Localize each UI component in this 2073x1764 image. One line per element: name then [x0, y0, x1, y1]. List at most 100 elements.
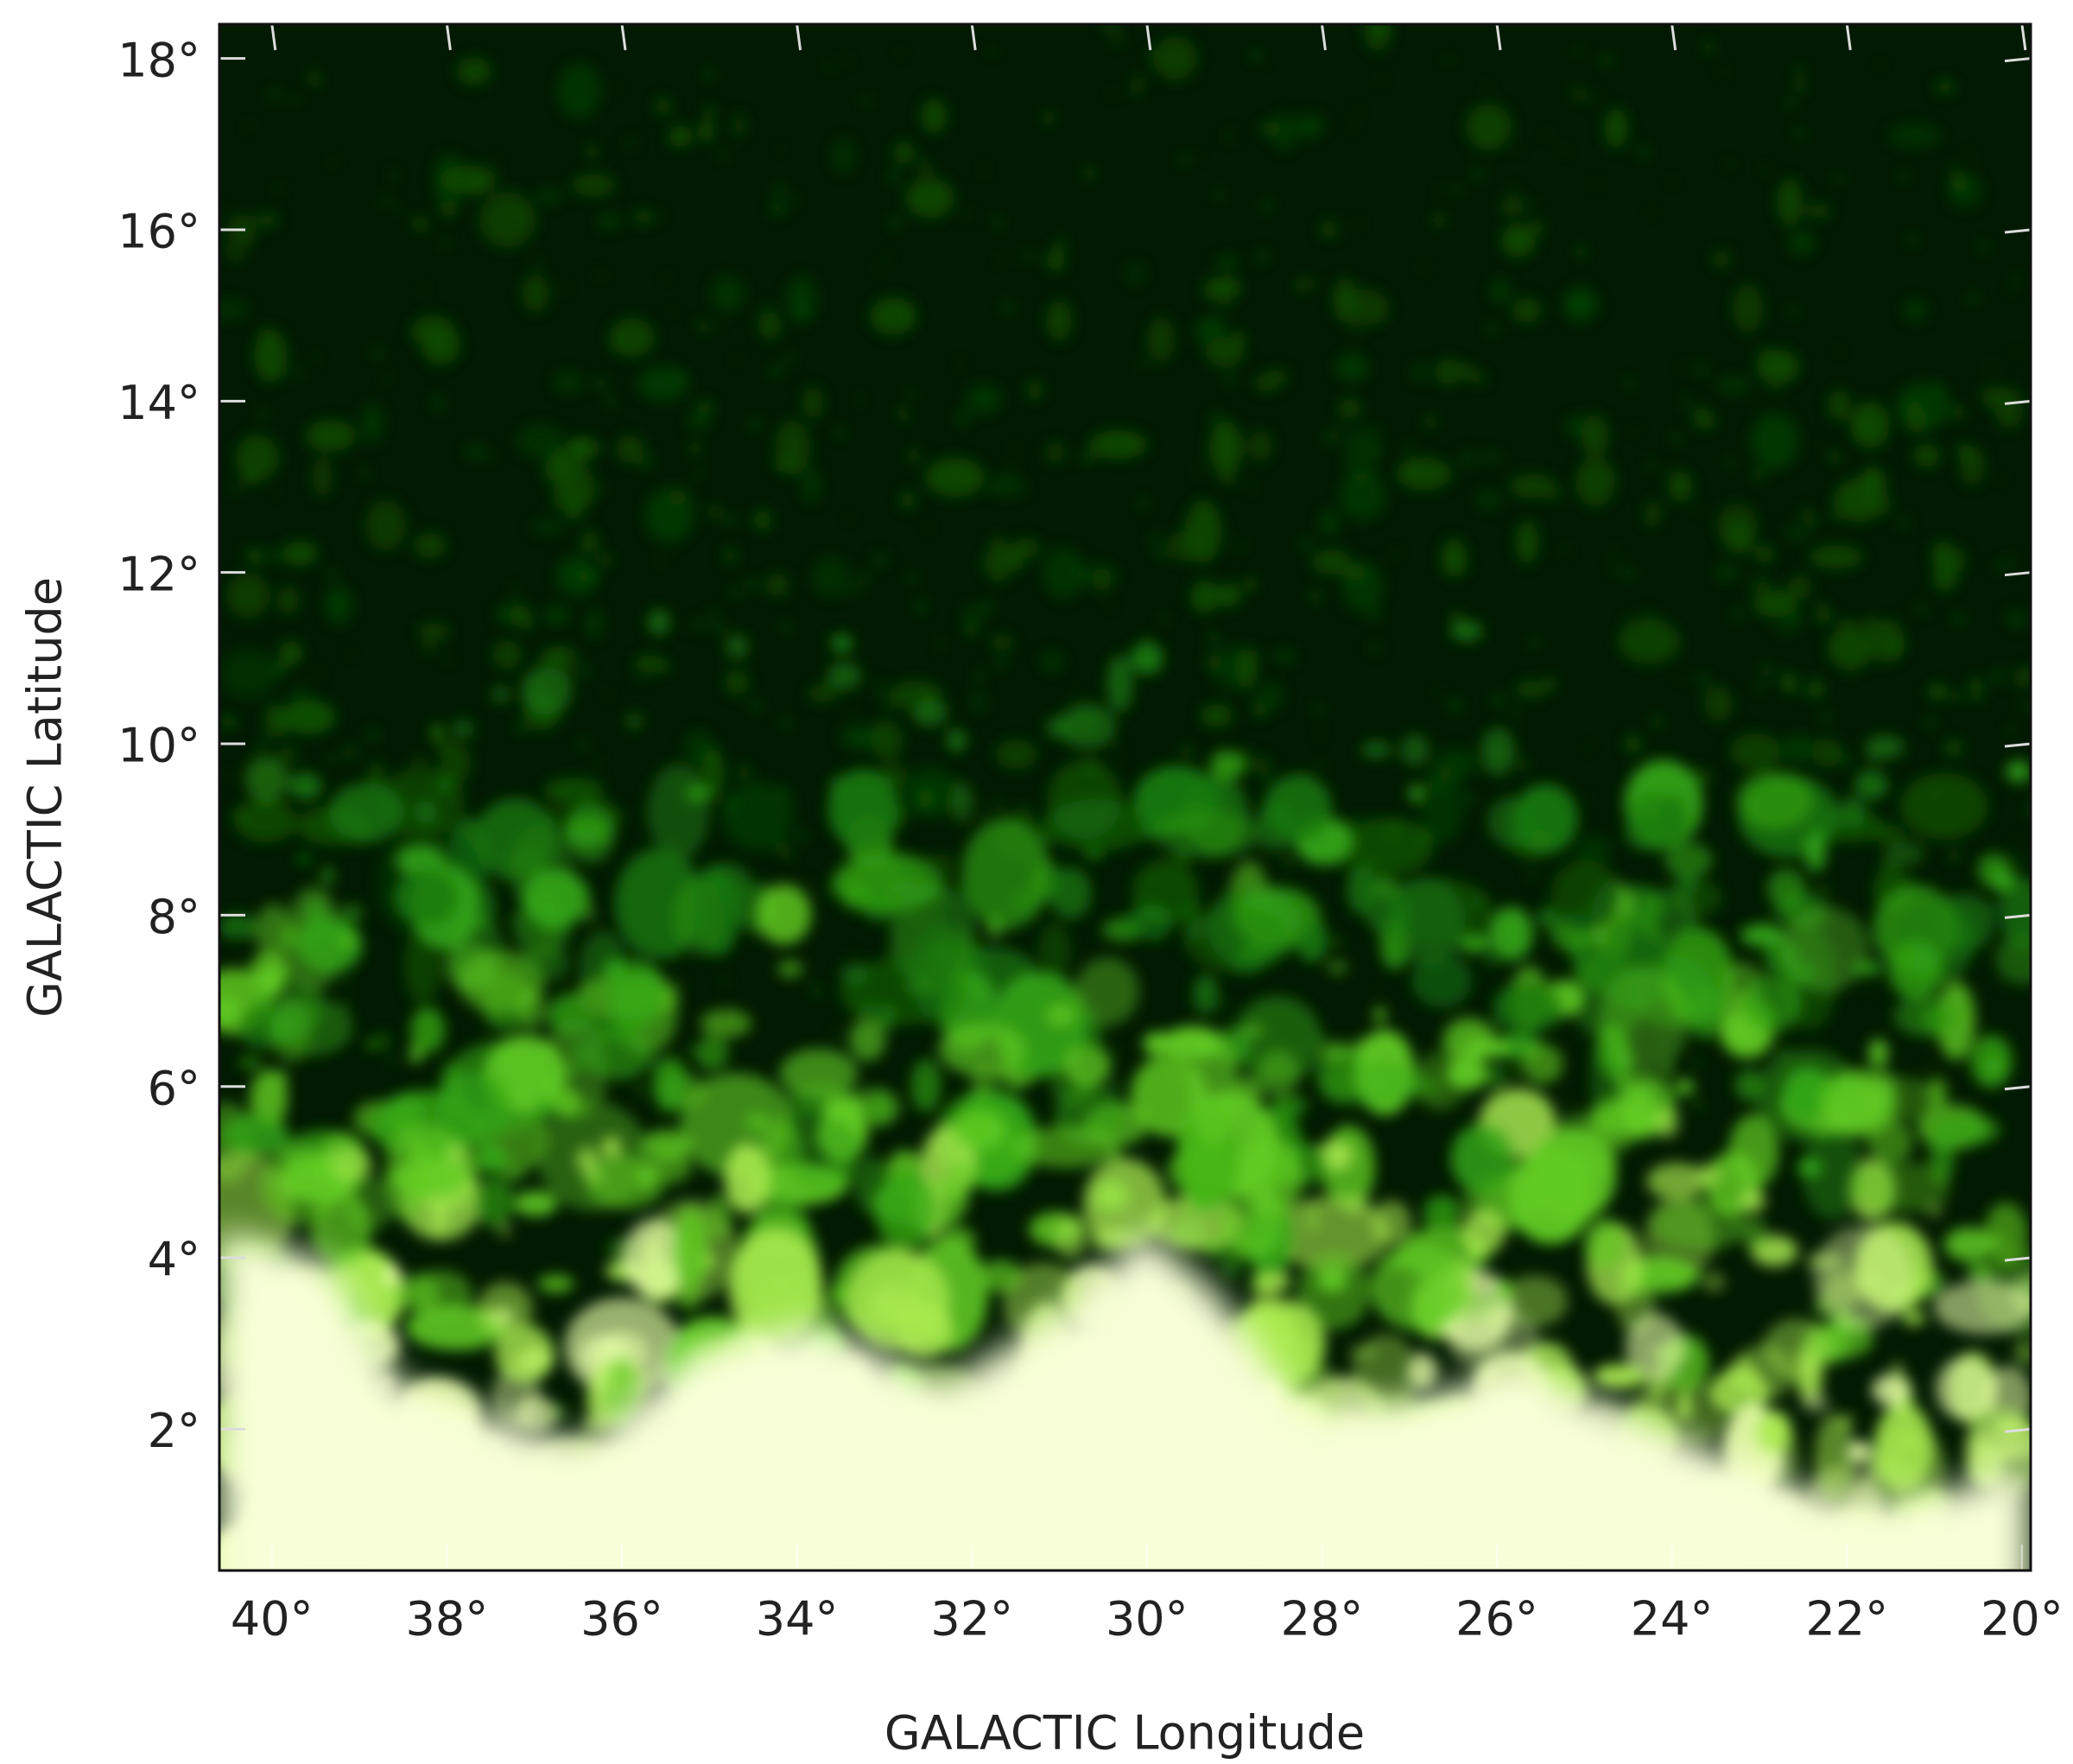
speckle	[1849, 672, 1854, 676]
emission-blob	[1703, 686, 1734, 721]
speckle	[1808, 518, 1816, 527]
emission-blob	[584, 1419, 594, 1432]
speckle	[317, 671, 323, 676]
emission-blob	[339, 936, 358, 948]
speckle	[734, 358, 740, 363]
speckle	[884, 701, 892, 709]
emission-blob	[1753, 590, 1797, 618]
emission-blob	[1854, 1162, 1950, 1213]
speckle	[1633, 428, 1639, 433]
speckle	[1196, 468, 1202, 474]
emission-blob	[1490, 278, 1511, 304]
emission-blob	[1975, 1443, 1985, 1450]
x-tick	[1320, 23, 1327, 51]
speckle	[1641, 894, 1651, 904]
speckle	[1187, 802, 1198, 812]
emission-blob	[410, 1006, 446, 1054]
emission-blob	[944, 1160, 974, 1199]
speckle	[597, 487, 604, 493]
emission-blob	[1320, 509, 1339, 536]
speckle	[1203, 984, 1212, 992]
speckle	[549, 1009, 555, 1015]
emission-blob	[990, 635, 1014, 650]
emission-blob	[1320, 1059, 1426, 1107]
speckle	[906, 945, 912, 951]
emission-blob	[288, 772, 322, 800]
emission-blob	[341, 904, 363, 922]
emission-blob	[1903, 299, 1928, 322]
speckle	[643, 810, 648, 816]
speckle	[705, 106, 715, 117]
speckle	[834, 1031, 840, 1037]
speckle	[250, 928, 257, 935]
emission-blob	[1315, 1034, 1326, 1045]
speckle	[1355, 108, 1360, 112]
x-tick	[1495, 23, 1502, 51]
emission-blob	[1296, 113, 1324, 138]
speckle	[1410, 463, 1416, 470]
speckle	[1989, 903, 1999, 912]
emission-blob	[1736, 771, 1813, 829]
speckle	[1371, 611, 1379, 620]
speckle	[1562, 149, 1568, 154]
emission-blob	[957, 409, 969, 427]
y-tick-label: 4°	[148, 1233, 200, 1287]
emission-blob	[609, 318, 655, 358]
speckle	[1113, 36, 1122, 45]
speckle	[1672, 434, 1681, 443]
speckle	[579, 740, 587, 749]
emission-blob	[410, 1044, 422, 1064]
speckle	[937, 642, 945, 649]
emission-blob	[238, 1058, 262, 1069]
speckle	[1601, 55, 1612, 66]
emission-blob	[430, 1199, 448, 1236]
speckle	[1791, 310, 1798, 317]
emission-blob	[1788, 575, 1813, 600]
speckle	[1835, 753, 1842, 760]
emission-blob	[1368, 642, 1382, 654]
emission-blob	[479, 191, 536, 248]
speckle	[1992, 1036, 2000, 1044]
y-tick	[2004, 1427, 2032, 1433]
emission-blob	[1828, 389, 1851, 422]
emission-blob	[1148, 1195, 1245, 1251]
speckle	[1350, 124, 1355, 130]
emission-blob	[1046, 300, 1072, 341]
speckle	[1433, 215, 1444, 226]
speckle	[326, 755, 335, 764]
speckle	[1795, 129, 1804, 138]
speckle	[1274, 1056, 1283, 1066]
speckle	[827, 636, 833, 641]
speckle	[580, 450, 588, 458]
speckle	[1681, 365, 1686, 371]
speckle	[636, 1085, 646, 1096]
emission-blob	[1969, 679, 1983, 702]
emission-blob	[343, 1176, 396, 1230]
sky-image	[219, 24, 2031, 1570]
emission-blob	[535, 188, 563, 205]
x-tick-label: 28°	[1281, 1592, 1364, 1647]
speckle	[1454, 185, 1462, 194]
emission-blob	[1360, 741, 1392, 758]
speckle	[1586, 797, 1591, 802]
speckle	[1936, 384, 1943, 392]
emission-blob	[1913, 443, 1940, 468]
speckle	[1696, 408, 1704, 416]
speckle	[782, 789, 790, 797]
speckle	[1014, 1073, 1022, 1081]
speckle	[298, 961, 305, 968]
emission-blob	[289, 685, 311, 714]
emission-blob	[1075, 1010, 1103, 1057]
emission-blob	[1869, 619, 1905, 663]
speckle	[1189, 931, 1196, 938]
emission-blob	[1423, 1195, 1461, 1232]
speckle	[2013, 276, 2021, 283]
emission-blob	[938, 1023, 1027, 1076]
emission-blob	[671, 1205, 710, 1291]
emission-blob	[312, 456, 333, 498]
speckle	[714, 625, 725, 634]
speckle	[1867, 989, 1873, 994]
speckle	[1437, 188, 1443, 194]
speckle	[1366, 893, 1372, 900]
emission-blob	[648, 764, 710, 860]
